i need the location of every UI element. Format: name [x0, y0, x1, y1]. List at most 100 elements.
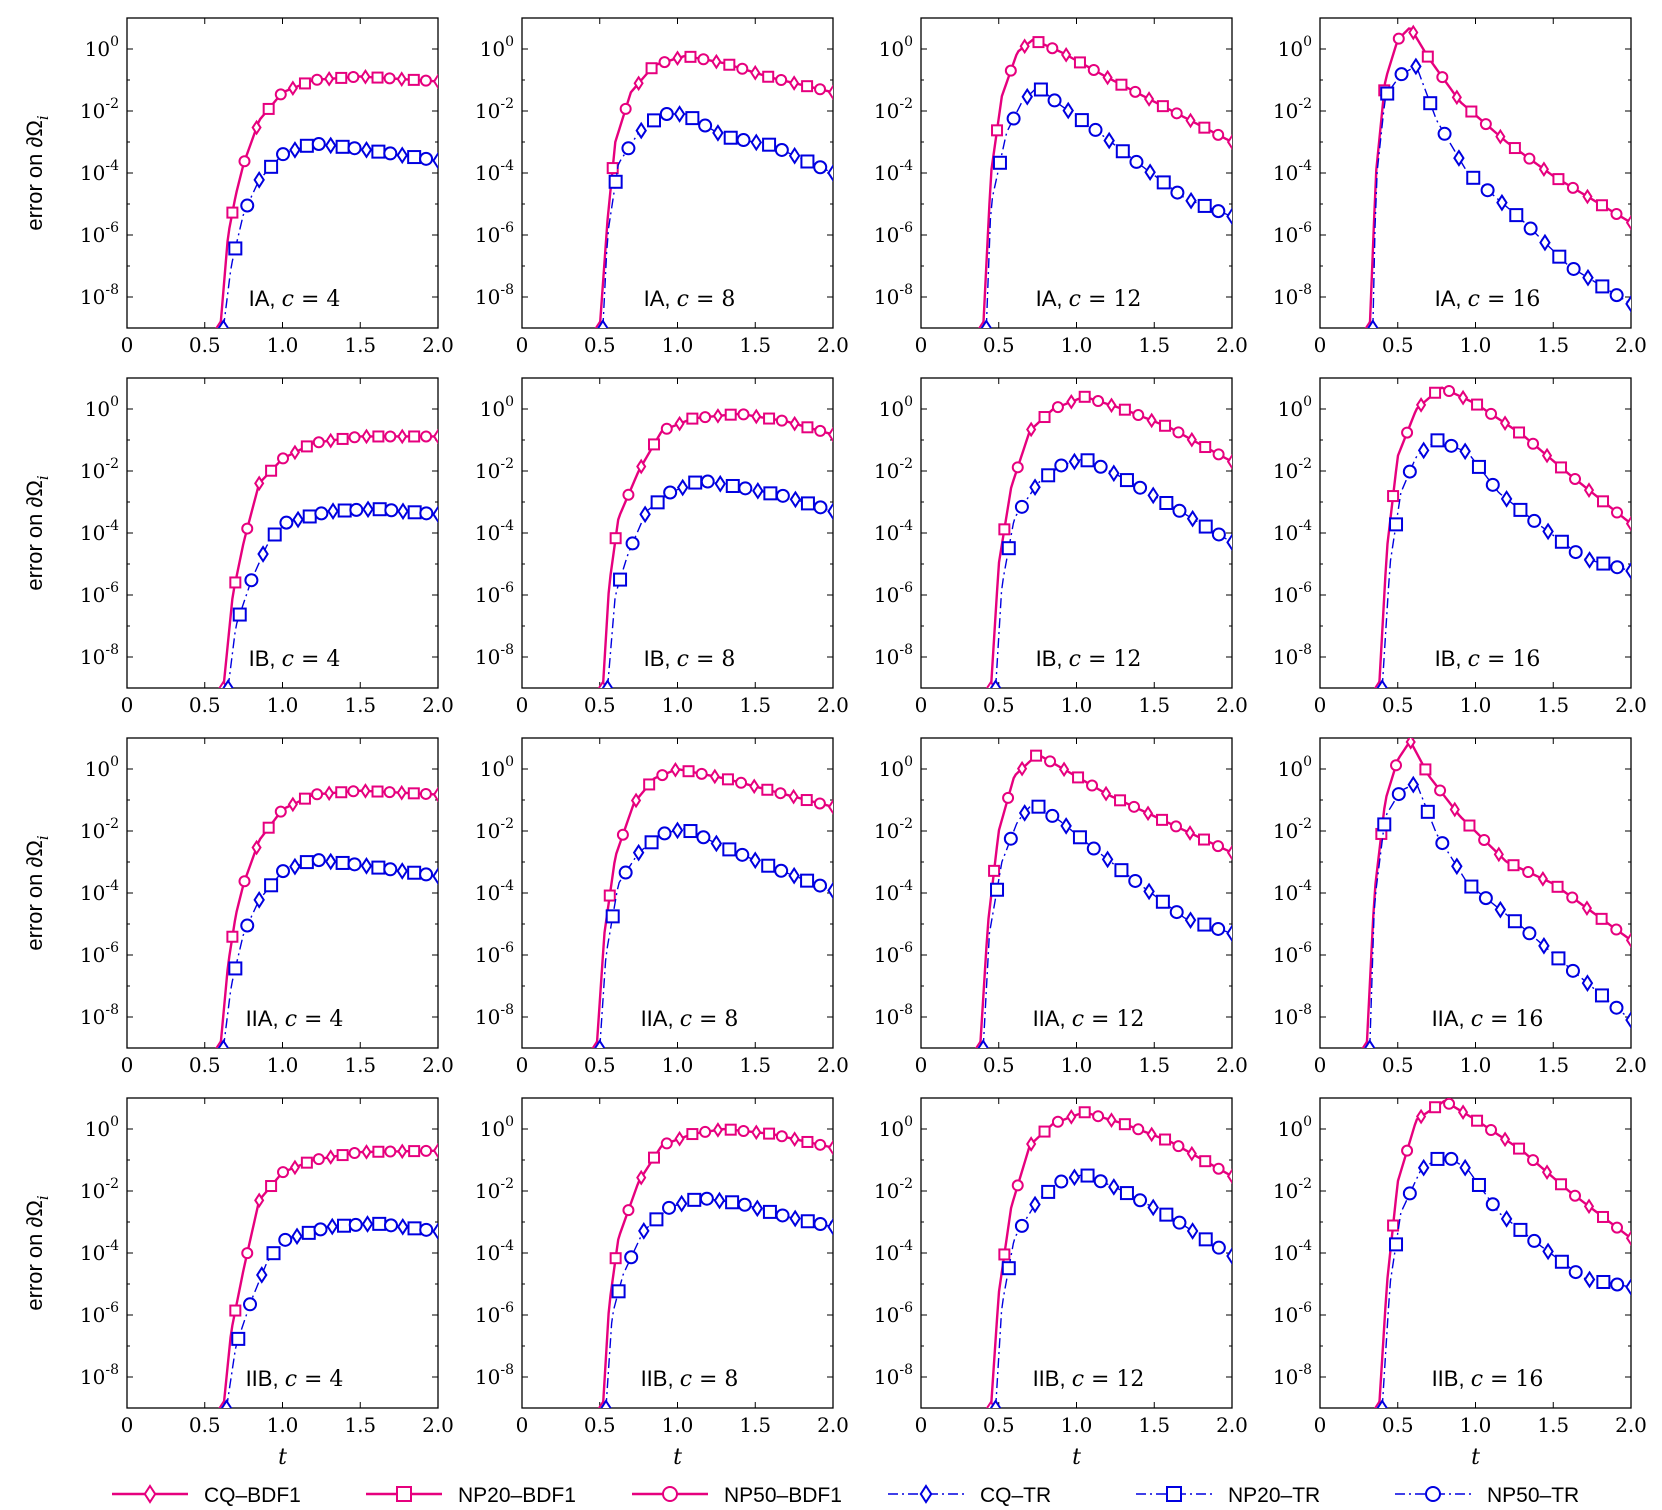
- x-tick-label: 1.0: [267, 1413, 299, 1437]
- series-tr-marker: [735, 847, 750, 862]
- series-bdf1-marker: [1419, 763, 1432, 776]
- x-tick-label: 1.0: [1061, 693, 1093, 717]
- series-tr-marker: [217, 1039, 230, 1048]
- series-tr-marker: [699, 1191, 714, 1206]
- x-axis-label: t: [1471, 1445, 1480, 1470]
- series-tr-marker: [738, 481, 753, 496]
- series-tr-marker: [683, 824, 698, 839]
- series-bdf1-marker: [988, 864, 1001, 877]
- series-bdf1-marker: [311, 73, 324, 86]
- panel-label: IA, c = 12: [1036, 286, 1142, 312]
- x-tick-label: 0.5: [189, 333, 221, 357]
- series-bdf1-marker: [1186, 431, 1197, 448]
- series-tr-marker: [220, 1399, 233, 1408]
- series-bdf1-marker: [1051, 401, 1064, 414]
- legend-label: NP20–BDF1: [458, 1484, 576, 1507]
- y-tick-label: 10-4: [1273, 158, 1312, 185]
- series-tr-marker: [1391, 787, 1406, 802]
- series-tr-marker: [1625, 562, 1631, 580]
- series-tr-marker: [1500, 1210, 1513, 1228]
- series-bdf1-marker: [226, 206, 239, 219]
- series-tr-marker: [1172, 503, 1187, 518]
- series-bdf1-marker: [312, 436, 325, 449]
- series-tr-marker: [1226, 533, 1232, 552]
- series-bdf1-marker: [1471, 398, 1484, 411]
- y-tick-label: 10-6: [475, 220, 514, 247]
- series-tr-marker: [337, 503, 352, 518]
- series-bdf1-marker: [274, 88, 287, 101]
- series-bdf1-marker: [674, 1130, 685, 1147]
- series-tr-marker: [749, 851, 761, 870]
- series-bdf1-marker: [1118, 1118, 1131, 1131]
- plot-frame: [920, 1097, 1233, 1409]
- x-tick-label: 1.5: [344, 333, 376, 357]
- x-axis-label: t: [673, 1445, 682, 1470]
- series-bdf1-marker: [1198, 121, 1211, 134]
- plot-area: [985, 390, 1232, 688]
- series-bdf1-marker: [751, 1124, 762, 1141]
- series-bdf1-marker: [1185, 112, 1196, 129]
- series-bdf1-marker: [1463, 819, 1476, 832]
- series-bdf1-marker: [1523, 152, 1536, 165]
- series-bdf1-marker: [300, 1156, 313, 1169]
- series-bdf1-marker: [750, 64, 761, 81]
- series-tr-marker: [1068, 452, 1081, 471]
- series-bdf1-marker: [1499, 415, 1511, 432]
- x-tick-label: 0: [1314, 333, 1327, 357]
- plot-frame: [521, 737, 834, 1049]
- series-tr-marker: [1211, 921, 1226, 936]
- series-tr-marker: [1430, 1151, 1445, 1166]
- x-tick-label: 1.0: [267, 333, 299, 357]
- legend-item-3: CQ–TR: [888, 1484, 1051, 1507]
- series-bdf1-marker: [1436, 71, 1449, 84]
- y-tick-label: 10-4: [475, 158, 514, 185]
- legend-marker: [662, 1486, 678, 1502]
- series-tr-marker: [800, 873, 815, 888]
- series-tr-marker: [1185, 191, 1197, 210]
- x-tick-label: 0: [915, 333, 928, 357]
- series-bdf1-marker: [432, 428, 438, 445]
- y-tick-label: 10-4: [80, 518, 119, 545]
- series-tr-marker: [419, 506, 434, 521]
- series-tr-marker: [1582, 268, 1594, 287]
- series-tr-marker: [407, 505, 422, 520]
- series-bdf1-marker: [1522, 866, 1535, 879]
- series-tr-marker: [713, 1191, 726, 1210]
- legend-marker: [396, 1486, 412, 1502]
- series-tr-marker: [1159, 495, 1174, 510]
- panel-label: IIA, c = 8: [641, 1006, 739, 1032]
- series-tr-marker: [432, 505, 438, 524]
- y-tick-label: 100: [480, 394, 514, 421]
- panel-IIB-c16: 100 10-2 10-4 10-6 10-80 0.5 1.0 1.5 2.0 IIB, c =…: [1273, 1097, 1647, 1437]
- y-tick-label: 10-8: [874, 282, 913, 309]
- series-tr-marker: [1596, 1274, 1611, 1289]
- panel-label: IIB, c = 12: [1033, 1366, 1145, 1392]
- plot-area: [215, 783, 438, 1048]
- series-bdf1-marker: [1212, 1162, 1225, 1175]
- y-tick-label: 10-2: [874, 456, 913, 483]
- series-tr-marker: [276, 147, 291, 162]
- y-tick-label: 100: [85, 754, 119, 781]
- series-bdf1-marker: [645, 62, 658, 75]
- series-bdf1-marker: [312, 1153, 325, 1166]
- series-bdf1-marker: [383, 786, 396, 799]
- y-tick-label: 100: [480, 754, 514, 781]
- x-tick-label: 0.5: [1382, 1413, 1414, 1437]
- series-bdf1-marker: [789, 415, 800, 432]
- x-tick-label: 2.0: [1615, 693, 1647, 717]
- series-tr-marker: [989, 679, 1002, 688]
- series-bdf1-marker: [265, 1180, 278, 1193]
- series-tr-marker: [1001, 541, 1016, 556]
- series-bdf1-marker: [1019, 38, 1030, 55]
- x-tick-label: 0.5: [584, 1413, 616, 1437]
- y-tick-label: 10-6: [475, 940, 514, 967]
- series-tr-marker: [992, 155, 1007, 170]
- series-tr-marker: [1054, 1174, 1069, 1189]
- series-bdf1-marker: [1156, 100, 1169, 113]
- series-bdf1-marker: [699, 411, 712, 424]
- y-axis-label: error on ∂Ωi: [22, 115, 52, 230]
- series-tr-marker: [1437, 126, 1452, 141]
- y-tick-label: 100: [1278, 1114, 1312, 1141]
- series-bdf1-marker: [1479, 118, 1492, 131]
- series-bdf1-marker: [699, 1125, 712, 1138]
